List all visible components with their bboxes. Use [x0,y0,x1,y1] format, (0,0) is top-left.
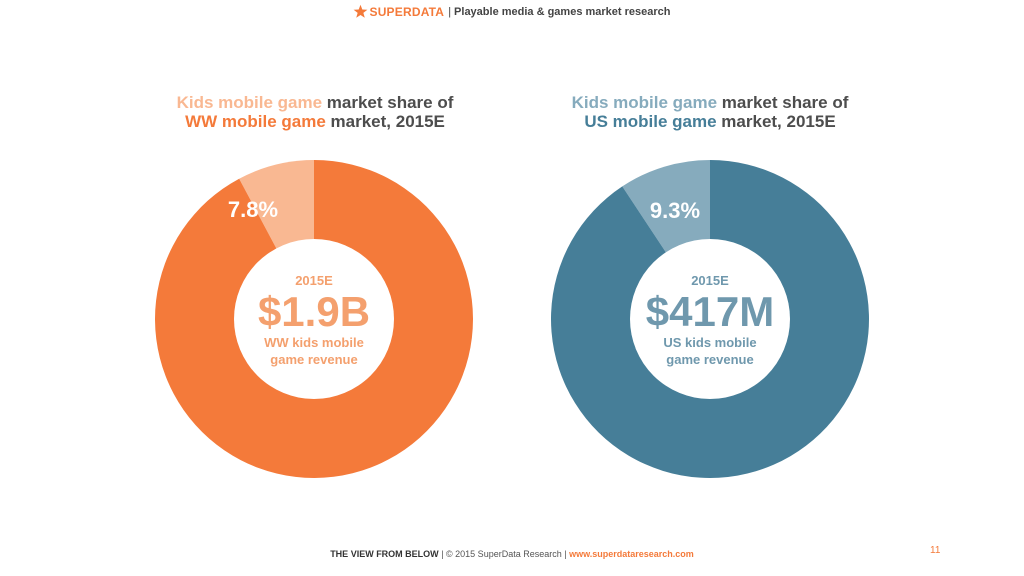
center-caption-line1: WW kids mobile [264,335,364,350]
footer-brand: THE VIEW FROM BELOW [330,549,439,559]
brand-logo[interactable]: SUPERDATA [353,4,444,19]
center-year: 2015E [691,273,729,288]
footer: THE VIEW FROM BELOW | © 2015 SuperData R… [0,549,1024,559]
footer-separator: | [561,549,570,559]
donut-chart-us: 9.3% 2015E $417M US kids mobile game rev… [551,160,869,478]
title-us-line1-rest: market share of [717,93,849,112]
title-ww-line2-rest: market, 2015E [325,112,445,131]
center-value: $1.9B [258,288,370,335]
footer-separator: | [438,549,447,559]
donut-hole [234,239,394,399]
header-separator: | [448,5,452,18]
donut-hole [630,239,790,399]
footer-url-link[interactable]: www.superdataresearch.com [569,549,694,559]
center-caption-line2: game revenue [270,352,357,367]
center-year: 2015E [295,273,333,288]
page-number: 11 [930,545,941,556]
title-us-line1-accent: Kids mobile game [571,93,718,112]
share-label: 9.3% [650,198,700,223]
title-ww-line1-rest: market share of [322,93,454,112]
title-us-line2-accent: US mobile game [584,112,717,131]
title-us-line2-rest: market, 2015E [716,112,836,131]
footer-copyright: © 2015 SuperData Research [446,549,562,559]
title-ww-line1-accent: Kids mobile game [176,93,323,112]
brand-name: SUPERDATA [369,4,445,19]
center-caption-line2: game revenue [666,352,753,367]
share-label: 7.8% [228,197,278,222]
center-caption-line1: US kids mobile [663,335,756,350]
chart-title-us: Kids mobile game market share of US mobi… [500,93,920,131]
header: SUPERDATA | Playable media & games marke… [0,4,1024,19]
star-icon [354,4,368,18]
center-value: $417M [646,288,774,335]
chart-title-ww: Kids mobile game market share of WW mobi… [105,93,525,131]
title-ww-line2-accent: WW mobile game [185,112,326,131]
header-tagline: Playable media & games market research [454,5,671,18]
donut-chart-ww: 7.8% 2015E $1.9B WW kids mobile game rev… [155,160,473,478]
